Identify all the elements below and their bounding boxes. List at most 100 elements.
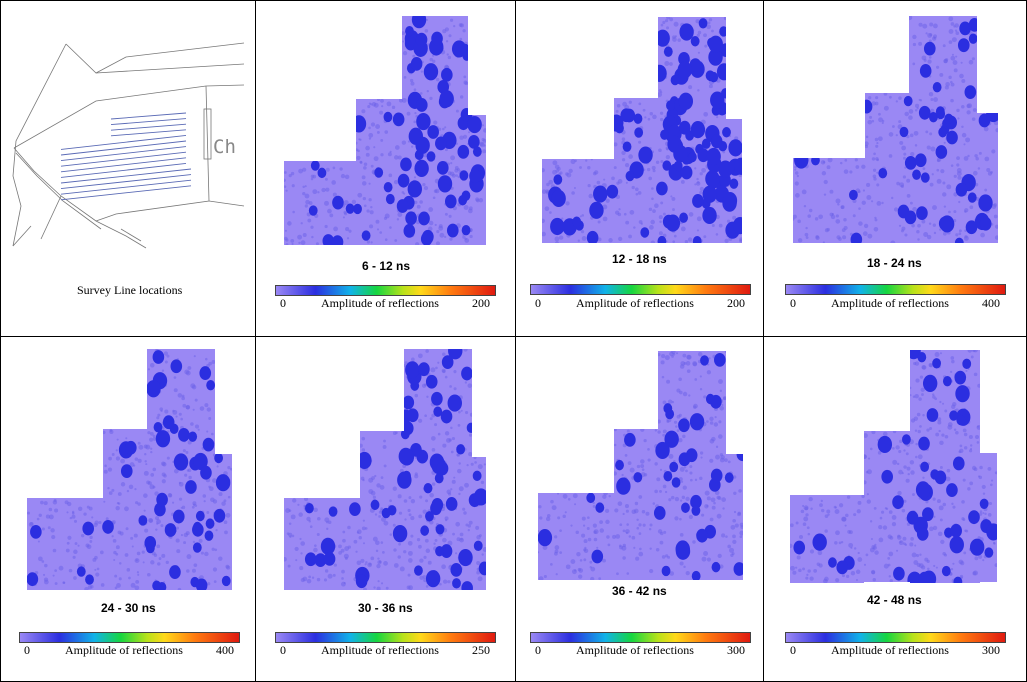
amplitude-speck	[439, 232, 445, 238]
amplitude-speck	[114, 586, 118, 590]
amplitude-speck	[178, 412, 182, 416]
amplitude-speck	[976, 441, 980, 444]
amplitude-speck	[845, 513, 849, 518]
amplitude-speck	[693, 405, 697, 409]
amplitude-anomaly	[622, 141, 632, 152]
amplitude-speck	[285, 189, 288, 192]
amplitude-speck	[40, 500, 44, 505]
amplitude-speck	[692, 362, 698, 367]
amplitude-speck	[846, 495, 851, 499]
amplitude-speck	[117, 502, 121, 505]
amplitude-speck	[930, 98, 934, 101]
amplitude-speck	[912, 42, 917, 47]
amplitude-speck	[225, 512, 231, 518]
amplitude-speck	[299, 537, 302, 541]
amplitude-speck	[676, 429, 680, 432]
amplitude-speck	[944, 434, 949, 439]
amplitude-speck	[987, 513, 992, 517]
amplitude-speck	[105, 517, 109, 521]
amplitude-speck	[187, 440, 192, 445]
amplitude-speck	[871, 119, 875, 123]
amplitude-anomaly	[152, 350, 165, 364]
amplitude-speck	[410, 534, 414, 538]
amplitude-anomaly	[193, 452, 208, 471]
slice-panel-7: 42 - 48 ns 0 Amplitude of reflections 30…	[764, 337, 1027, 682]
amplitude-speck	[864, 144, 869, 149]
amplitude-speck	[356, 560, 362, 566]
amplitude-speck	[425, 18, 429, 22]
amplitude-speck	[94, 568, 97, 571]
amplitude-anomaly	[710, 468, 723, 483]
amplitude-speck	[834, 541, 838, 545]
amplitude-speck	[145, 444, 151, 450]
amplitude-speck	[944, 409, 948, 413]
amplitude-anomaly	[917, 352, 927, 363]
amplitude-speck	[124, 553, 129, 557]
amplitude-speck	[52, 574, 55, 577]
amplitude-speck	[951, 502, 954, 506]
amplitude-speck	[721, 497, 727, 502]
amplitude-speck	[643, 439, 647, 443]
amplitude-speck	[823, 179, 828, 185]
amplitude-speck	[190, 383, 196, 389]
amplitude-speck	[435, 241, 441, 245]
amplitude-speck	[71, 514, 76, 519]
amplitude-speck	[848, 542, 854, 548]
amplitude-anomaly	[170, 359, 183, 374]
amplitude-speck	[345, 227, 350, 232]
amplitude-speck	[463, 205, 469, 210]
amplitude-speck	[624, 162, 630, 168]
amplitude-speck	[447, 55, 452, 60]
amplitude-speck	[975, 157, 979, 161]
amplitude-anomaly	[462, 50, 472, 61]
amplitude-speck	[557, 166, 561, 171]
amplitude-speck	[42, 573, 46, 576]
amplitude-speck	[130, 582, 136, 588]
amplitude-speck	[200, 551, 204, 555]
amplitude-anomaly	[711, 561, 721, 573]
amplitude-speck	[212, 567, 218, 572]
amplitude-anomaly	[473, 540, 483, 552]
amplitude-speck	[150, 447, 153, 450]
amplitude-speck	[435, 366, 438, 370]
amplitude-speck	[901, 508, 906, 513]
amplitude-speck	[342, 530, 346, 534]
amplitude-speck	[476, 535, 481, 540]
amplitude-anomaly	[675, 540, 690, 558]
amplitude-speck	[572, 493, 578, 499]
amplitude-speck	[873, 177, 877, 181]
amplitude-speck	[946, 468, 951, 473]
amplitude-speck	[538, 530, 540, 533]
amplitude-speck	[862, 231, 868, 236]
amplitude-speck	[608, 495, 611, 498]
amplitude-speck	[466, 464, 469, 467]
amplitude-speck	[126, 489, 130, 493]
amplitude-speck	[398, 511, 403, 515]
amplitude-speck	[878, 117, 883, 123]
amplitude-speck	[873, 506, 877, 510]
amplitude-speck	[306, 578, 312, 584]
amplitude-speck	[376, 586, 381, 590]
amplitude-speck	[583, 558, 587, 562]
amplitude-speck	[991, 204, 997, 209]
amplitude-speck	[931, 173, 934, 176]
amplitude-speck	[703, 551, 709, 557]
amplitude-speck	[657, 353, 661, 357]
scale-label: Amplitude of reflections	[576, 296, 694, 310]
amplitude-speck	[363, 162, 368, 166]
amplitude-speck	[706, 557, 711, 562]
amplitude-anomaly	[185, 480, 197, 494]
amplitude-speck	[457, 424, 461, 427]
amplitude-speck	[359, 138, 362, 141]
amplitude-speck	[912, 493, 915, 496]
amplitude-speck	[416, 204, 421, 209]
amplitude-speck	[923, 58, 927, 62]
amplitude-speck	[89, 540, 93, 543]
amplitude-speck	[638, 102, 642, 106]
amplitude-speck	[419, 495, 423, 499]
amplitude-speck	[866, 195, 872, 200]
amplitude-speck	[370, 556, 375, 561]
amplitude-speck	[418, 544, 422, 549]
amplitude-speck	[904, 543, 908, 546]
amplitude-speck	[324, 517, 330, 523]
